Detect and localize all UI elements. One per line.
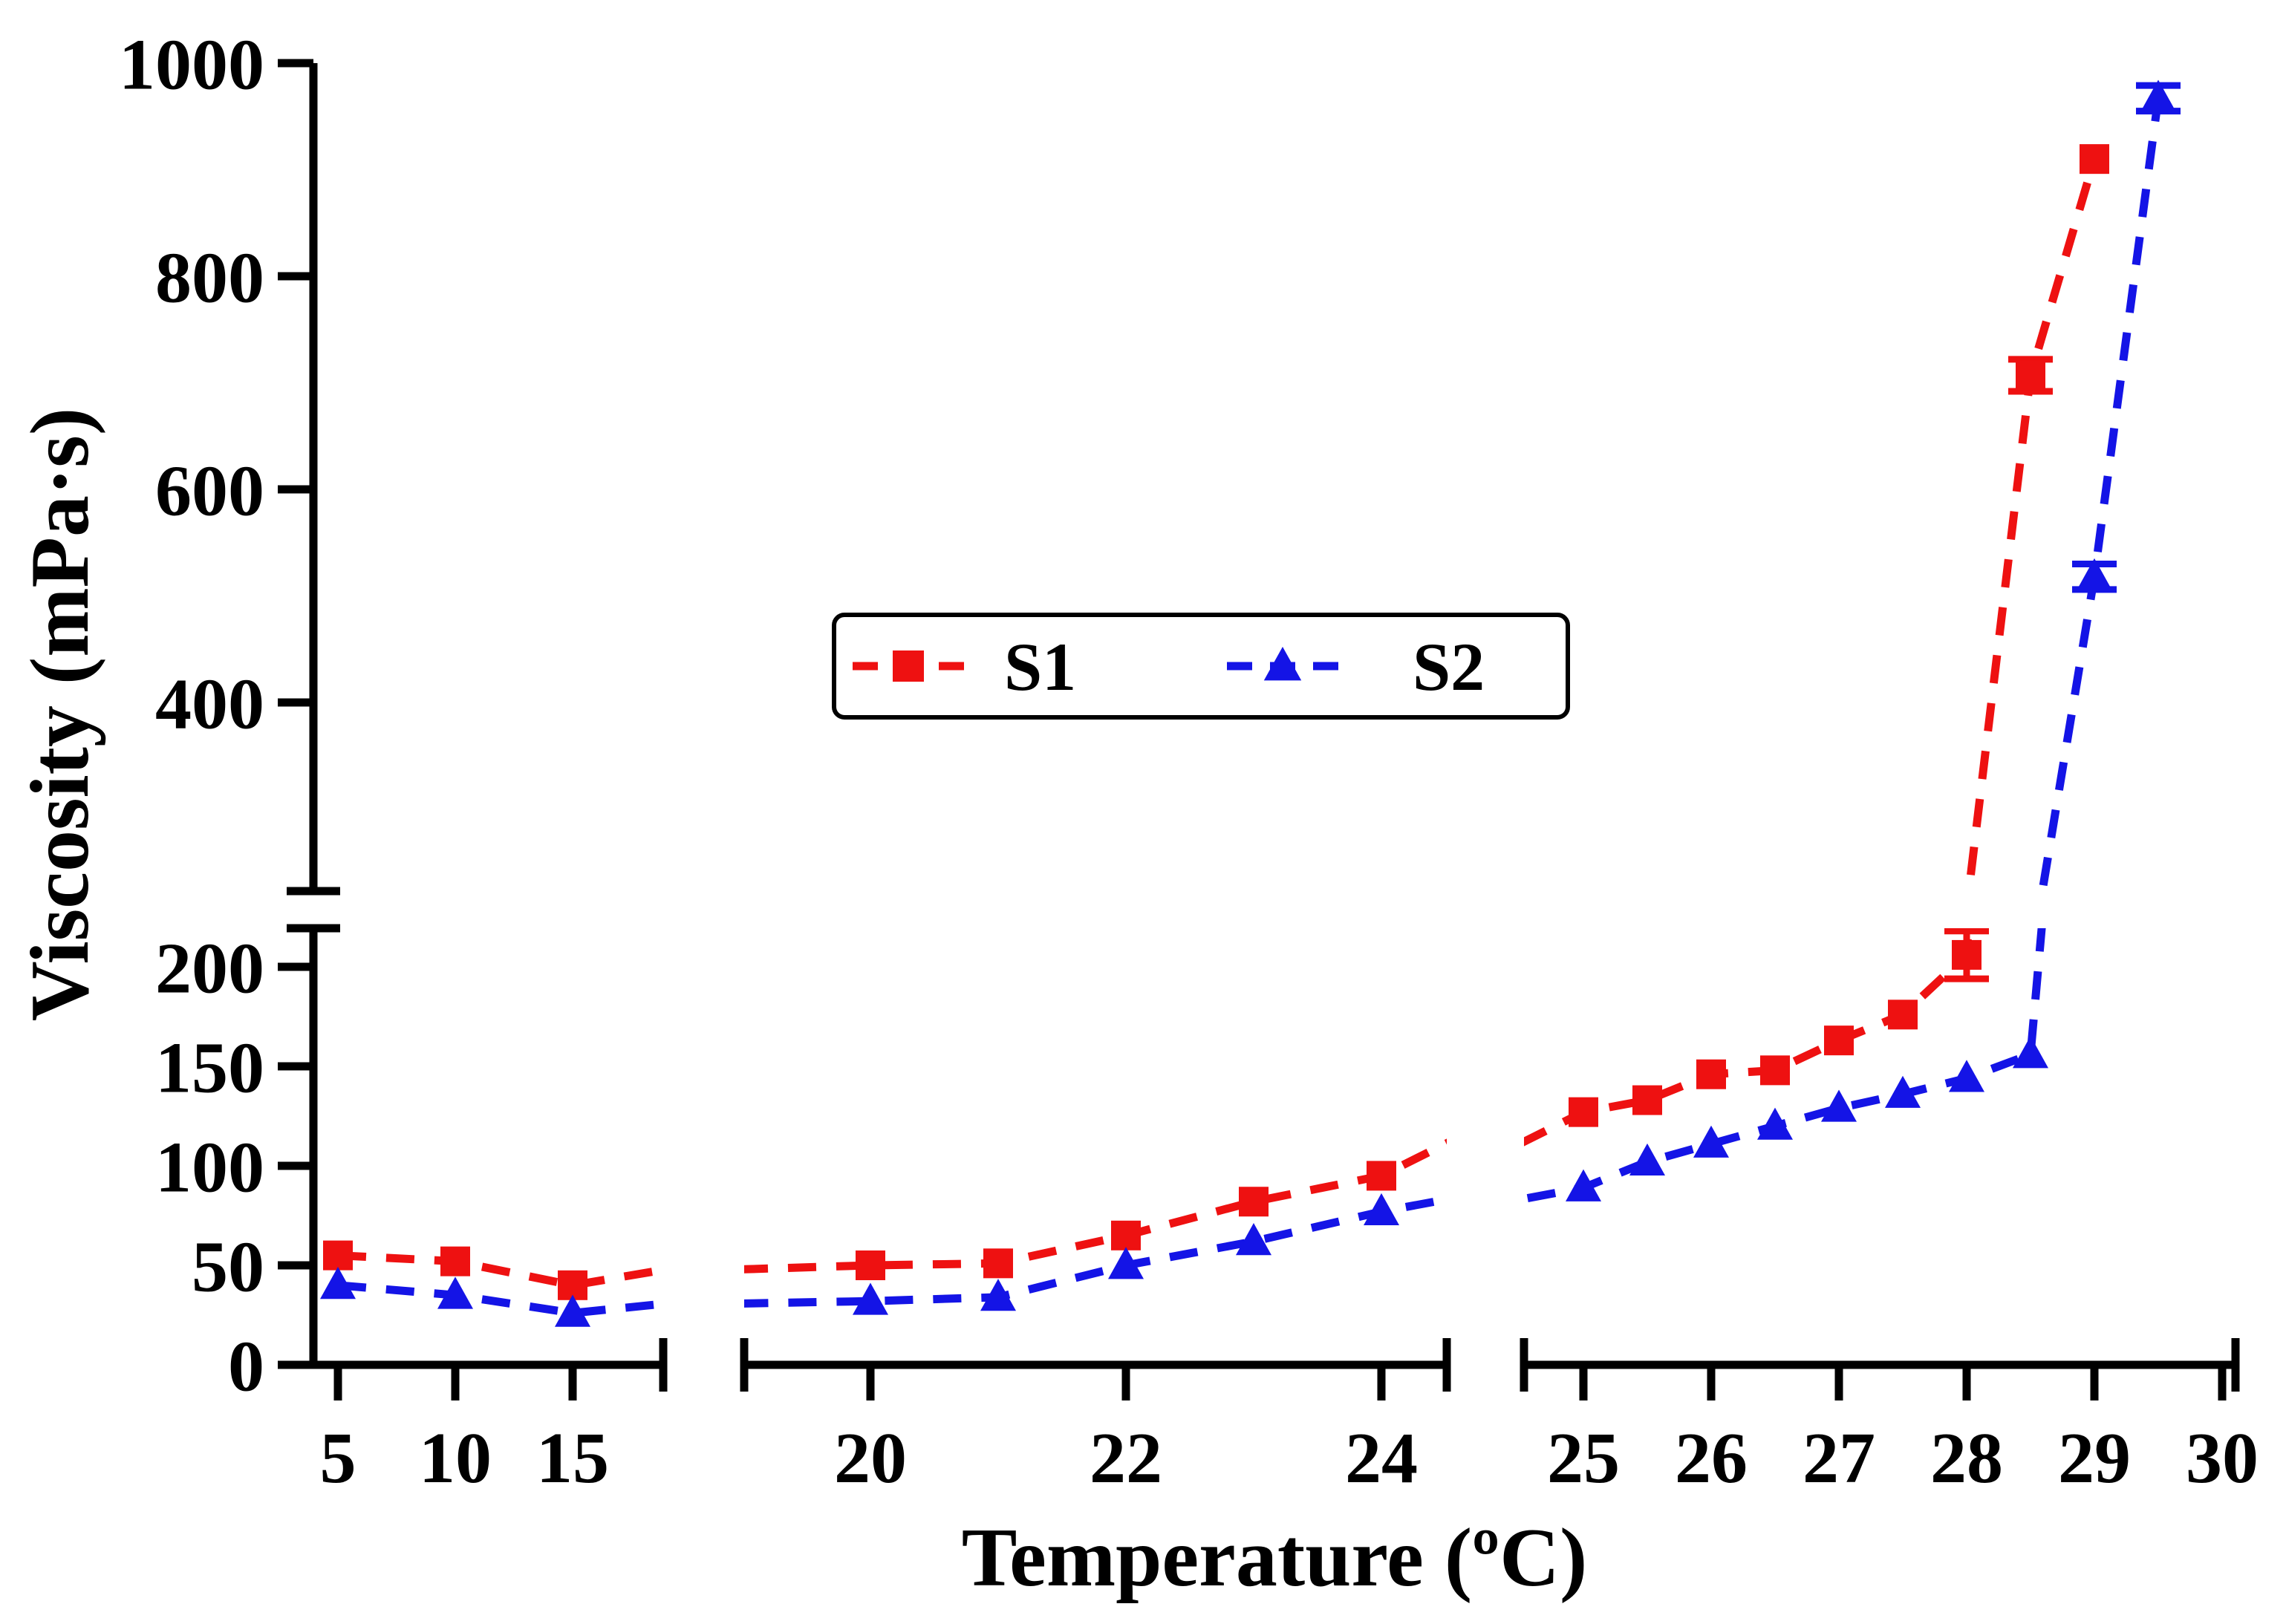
y-tick-label: 200 <box>155 928 264 1008</box>
y-tick-label: 0 <box>228 1326 264 1406</box>
x-tick-label: 26 <box>1675 1418 1748 1499</box>
series-line-s2 <box>337 1281 663 1317</box>
series-line-s1 <box>338 159 901 1086</box>
x-tick-label: 24 <box>1345 1418 1418 1499</box>
x-tick-label: 27 <box>1803 1418 1875 1499</box>
axis-titles: Temperature (ºC) Viscosity (mPa·s) <box>14 408 1587 1604</box>
x-tick-label: 20 <box>834 1418 907 1499</box>
y-axis: 0 50 100 150 200 400 600 800 1000 <box>119 25 340 1406</box>
x-tick-label: 29 <box>2058 1418 2131 1499</box>
x-tick-label: 28 <box>1930 1418 2003 1499</box>
y-tick-label: 150 <box>155 1028 264 1108</box>
y-tick-label: 400 <box>155 664 264 744</box>
x-tick-label: 5 <box>320 1418 356 1499</box>
y-tick-label: 800 <box>155 238 264 318</box>
series-s2 <box>320 79 2181 1327</box>
series-s1 <box>323 144 2109 1300</box>
x-tick-label: 25 <box>1547 1418 1620 1499</box>
x-tick-label: 15 <box>536 1418 609 1499</box>
legend-marker-square-icon <box>893 650 924 682</box>
y-tick-label: 1000 <box>119 25 264 105</box>
y-tick-label: 50 <box>192 1227 264 1307</box>
legend-label: S2 <box>1413 629 1485 705</box>
y-axis-title: Viscosity (mPa·s) <box>14 408 106 1021</box>
x-tick-label: 10 <box>419 1418 492 1499</box>
legend-item-s1: S1 <box>853 629 1076 705</box>
series-line-s1 <box>337 1251 663 1290</box>
legend-item-s2: S2 <box>1227 629 1485 705</box>
legend-marker-triangle-icon <box>1263 646 1302 681</box>
y-tick-label: 100 <box>155 1127 264 1207</box>
x-axis-title: Temperature (ºC) <box>962 1512 1588 1604</box>
x-tick-label: 30 <box>2186 1418 2259 1499</box>
series-line-s2 <box>338 98 913 1100</box>
x-axis: 5 10 15 20 22 24 25 26 27 28 29 30 <box>313 1338 2259 1499</box>
series-line-s2 <box>2038 97 2163 891</box>
y-tick-label: 600 <box>155 451 264 531</box>
legend-label: S1 <box>1004 629 1076 705</box>
x-tick-label: 22 <box>1090 1418 1162 1499</box>
series-line-s2 <box>744 1195 1447 1308</box>
legend: S1 S2 <box>832 613 1570 720</box>
legend-box <box>832 613 1570 720</box>
